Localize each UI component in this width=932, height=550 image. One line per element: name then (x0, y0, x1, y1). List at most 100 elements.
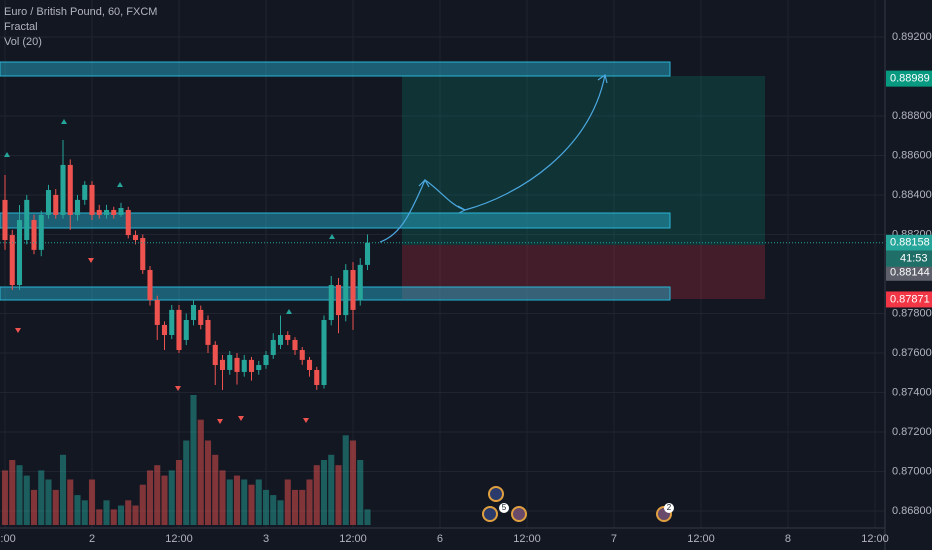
candle-body (89, 184, 95, 215)
candle-body (74, 199, 81, 215)
candle-body (53, 194, 59, 215)
candle-body (147, 270, 153, 301)
volume-bar (342, 435, 349, 525)
event-badge (664, 503, 674, 513)
volume-bar (219, 470, 226, 525)
volume-bar (277, 500, 284, 525)
price-badge-label: 0.88158 (890, 237, 930, 249)
candle-body (67, 164, 73, 215)
price-badge (886, 291, 932, 308)
event-icon (488, 486, 504, 502)
x-tick-label: 2:00 (0, 533, 16, 545)
candle-body (125, 209, 131, 236)
volume-bar (197, 419, 204, 525)
candle-body (190, 304, 197, 320)
volume-bar (190, 395, 197, 525)
candle-body (60, 164, 66, 215)
axis-labels: 0.892000.888000.886000.884000.882000.878… (0, 31, 932, 545)
event-icon (482, 506, 498, 522)
candle-body (364, 242, 371, 265)
volume-bar (364, 509, 371, 525)
stop-zone (402, 245, 765, 299)
time-axis (0, 528, 885, 550)
volume-bar (96, 509, 103, 525)
volume-bar (45, 479, 52, 525)
candle-body (103, 209, 110, 215)
candle-body (350, 270, 356, 310)
volume-bar (1, 470, 9, 525)
volume-bar (241, 479, 248, 525)
y-tick-label: 0.88600 (892, 149, 932, 161)
price-badge-label: 0.87871 (890, 293, 930, 305)
candle-body (270, 339, 276, 355)
y-tick-label: 0.87000 (892, 465, 932, 477)
y-tick-label: 0.86800 (892, 505, 932, 517)
candle-body (38, 214, 44, 250)
y-tick-label: 0.87800 (892, 307, 932, 319)
x-tick-label: 7 (611, 533, 617, 545)
candle-body (118, 208, 124, 215)
volume-bar (299, 489, 306, 525)
volume-bar (125, 500, 132, 525)
volume-bar (313, 465, 320, 525)
candle-body (140, 238, 146, 271)
volume-bar (226, 479, 233, 525)
volume-bar (67, 479, 74, 525)
candle-body (31, 220, 37, 250)
candle-body (82, 184, 88, 200)
candle-body (154, 300, 160, 325)
candle-body (183, 320, 189, 340)
volume-bar (248, 484, 255, 525)
candle-body (335, 285, 342, 316)
candles (2, 140, 371, 390)
candle-body (256, 365, 262, 370)
volume-bar (132, 505, 139, 525)
volume-bar (110, 509, 117, 525)
candle-body (169, 309, 175, 336)
volume-bar (320, 460, 328, 525)
volume-bar (30, 489, 38, 525)
volume-bar (291, 489, 299, 525)
candle-body (212, 344, 218, 366)
y-tick-label: 0.89200 (892, 31, 932, 43)
x-tick-label: 12:00 (687, 533, 715, 545)
support-zone (0, 212, 671, 229)
volume-bar (38, 470, 45, 525)
volume-bar (139, 484, 146, 525)
price-badge (886, 234, 932, 251)
y-tick-label: 0.87600 (892, 347, 932, 359)
volume-bar (103, 500, 110, 525)
volume-bar (161, 475, 168, 525)
y-tick-label: 0.88400 (892, 189, 932, 201)
candle-body (343, 270, 349, 316)
candle-body (9, 235, 15, 286)
indicator-name: Fractal (4, 21, 38, 33)
volume-pane (1, 395, 371, 525)
candle-body (2, 199, 8, 240)
candle-body (161, 324, 168, 336)
x-tick-label: 12:00 (513, 533, 541, 545)
volume-bar (154, 465, 161, 525)
candle-body (357, 264, 363, 301)
x-tick-label: 8 (785, 533, 791, 545)
volume-bar (284, 479, 291, 525)
x-tick-label: 2 (89, 533, 95, 545)
volume-bar (117, 505, 125, 525)
volume-bar (52, 489, 59, 525)
price-badge-label: 0.88989 (890, 73, 930, 85)
volume-bar (16, 465, 23, 525)
price-badge (886, 264, 932, 281)
candle-body (176, 309, 182, 351)
candle-body (328, 285, 334, 320)
x-tick-label: 12:00 (165, 533, 193, 545)
x-tick-label: 12:00 (339, 533, 367, 545)
candle-body (241, 359, 247, 372)
volume-bar (175, 460, 183, 525)
volume-bar (9, 460, 16, 525)
candle-body (205, 320, 211, 345)
x-tick-label: 12:00 (861, 533, 889, 545)
grid (0, 0, 885, 528)
volume-bar (255, 479, 262, 525)
candle-body (198, 309, 204, 325)
